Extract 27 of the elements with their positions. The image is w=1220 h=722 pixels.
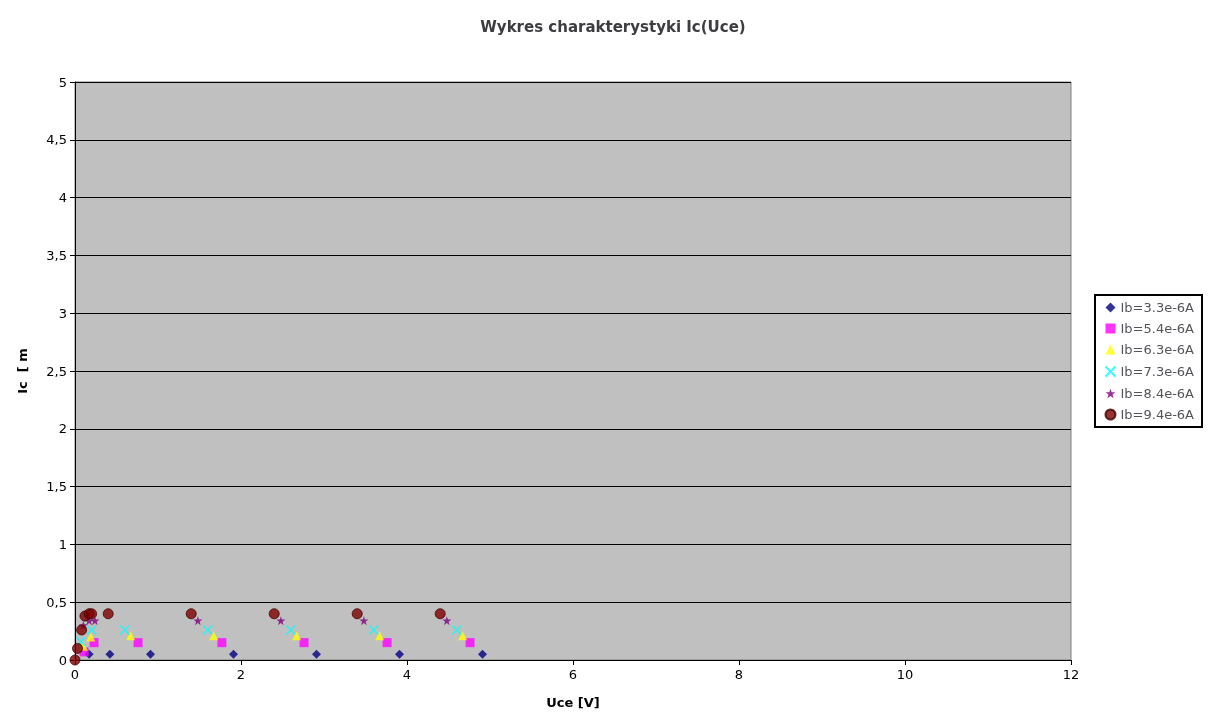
x-tick-label: 8 xyxy=(734,667,744,682)
y-tick-label: 2,5 xyxy=(46,363,67,379)
y-tick-label: 1,5 xyxy=(46,479,67,495)
legend-label: Ib=7.3e-6A xyxy=(1120,364,1195,379)
y-axis-title: Ic [ m xyxy=(15,348,30,394)
x-axis-title: Uce [V] xyxy=(546,695,600,710)
y-tick-label: 0 xyxy=(58,652,67,668)
y-tick-label: 4,5 xyxy=(46,132,67,148)
legend-label: Ib=5.4e-6A xyxy=(1120,321,1195,336)
x-tick-label: 10 xyxy=(896,667,914,682)
x-tick-label: 6 xyxy=(568,667,578,682)
y-tick-label: 2 xyxy=(58,421,67,437)
x-tick-label: 0 xyxy=(70,667,80,682)
y-tick-label: 0,5 xyxy=(46,594,67,610)
legend-label: Ib=6.3e-6A xyxy=(1120,342,1195,357)
legend-label: Ib=8.4e-6A xyxy=(1120,386,1195,401)
x-tick-label: 12 xyxy=(1062,667,1080,682)
y-tick-label: 3 xyxy=(58,305,67,321)
y-tick-label: 3,5 xyxy=(46,247,67,263)
y-tick-label: 5 xyxy=(58,74,67,90)
y-tick-label: 1 xyxy=(58,536,67,552)
legend-label: Ib=3.3e-6A xyxy=(1120,300,1195,315)
x-tick-label: 4 xyxy=(402,667,412,682)
y-tick-label: 4 xyxy=(58,190,67,206)
chart-title: Wykres charakterystyki Ic(Uce) xyxy=(480,17,746,36)
legend-label: Ib=9.4e-6A xyxy=(1120,407,1195,422)
x-tick-label: 2 xyxy=(236,667,246,682)
